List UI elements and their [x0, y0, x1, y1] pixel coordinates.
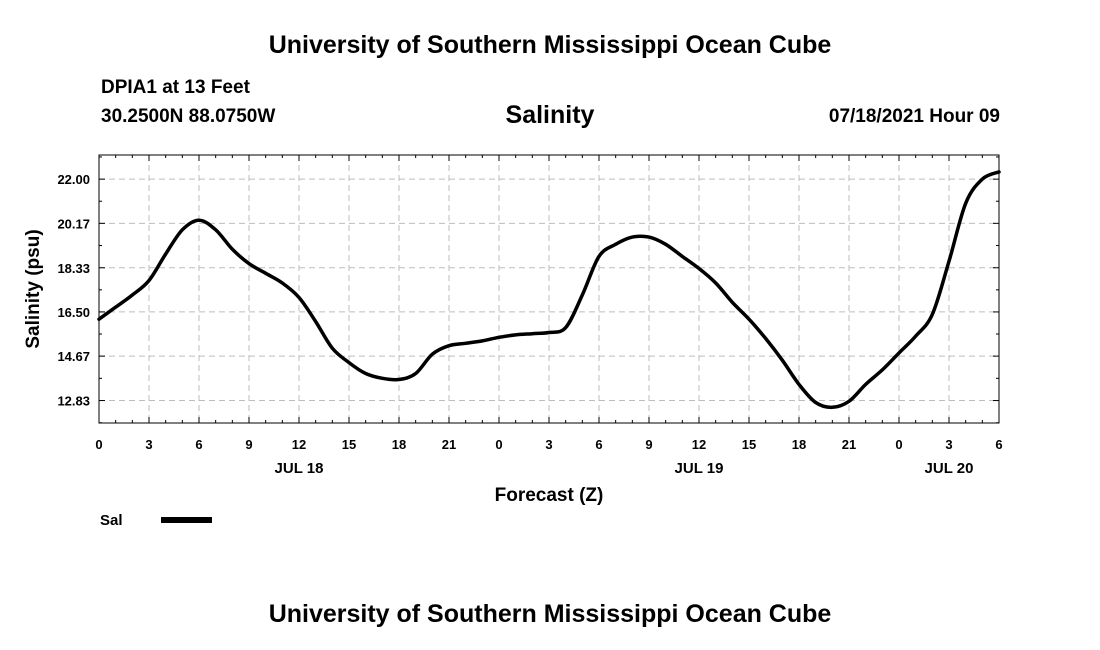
x-tick-label: 3: [945, 437, 952, 452]
x-tick-label: 21: [842, 437, 856, 452]
x-tick-label: 12: [292, 437, 306, 452]
day-label: JUL 20: [925, 460, 974, 477]
x-tick-label: 9: [245, 437, 252, 452]
y-tick-label: 20.17: [57, 216, 90, 231]
station-coords: 30.2500N 88.0750W: [101, 106, 276, 127]
grid: [99, 155, 999, 423]
header-title: University of Southern Mississippi Ocean…: [268, 31, 832, 59]
chart-title: Salinity: [505, 101, 595, 129]
tick-marks: [98, 155, 1000, 424]
y-axis-label: Salinity (psu): [23, 229, 44, 348]
x-tick-label: 3: [145, 437, 152, 452]
x-tick-label: 18: [792, 437, 806, 452]
x-tick-labels: 0 3 6 9 12 15 18 21 0 3 6 9 12 15 18 21 0 3 6: [95, 437, 1002, 452]
x-tick-label: 0: [895, 437, 902, 452]
y-tick-label: 12.83: [57, 394, 90, 409]
x-tick-label: 15: [342, 437, 356, 452]
legend-label-sal: Sal: [100, 512, 123, 529]
series-layer: [97, 170, 1001, 410]
series-line-sal: [97, 170, 1001, 410]
x-tick-label: 6: [595, 437, 602, 452]
y-tick-label: 16.50: [57, 305, 90, 320]
x-tick-label: 12: [692, 437, 706, 452]
station-name: DPIA1 at 13 Feet: [101, 77, 250, 98]
footer-title: University of Southern Mississippi Ocean…: [268, 600, 832, 628]
y-tick-label: 14.67: [57, 349, 90, 364]
y-tick-label: 18.33: [57, 261, 90, 276]
day-label: JUL 19: [675, 460, 724, 477]
day-labels: JUL 18 JUL 19 JUL 20: [275, 460, 974, 477]
y-tick-labels: 12.83 14.67 16.50 18.33 20.17 22.00: [57, 172, 90, 408]
x-tick-label: 18: [392, 437, 406, 452]
x-tick-label: 9: [645, 437, 652, 452]
x-tick-label: 6: [995, 437, 1002, 452]
y-tick-label: 22.00: [57, 172, 90, 187]
x-tick-label: 21: [442, 437, 456, 452]
x-tick-label: 0: [95, 437, 102, 452]
x-tick-label: 15: [742, 437, 756, 452]
x-tick-label: 0: [495, 437, 502, 452]
x-tick-label: 6: [195, 437, 202, 452]
x-axis-label: Forecast (Z): [495, 485, 604, 506]
legend: Sal: [100, 512, 212, 529]
day-label: JUL 18: [275, 460, 324, 477]
x-tick-label: 3: [545, 437, 552, 452]
chart-timestamp: 07/18/2021 Hour 09: [828, 106, 1000, 127]
